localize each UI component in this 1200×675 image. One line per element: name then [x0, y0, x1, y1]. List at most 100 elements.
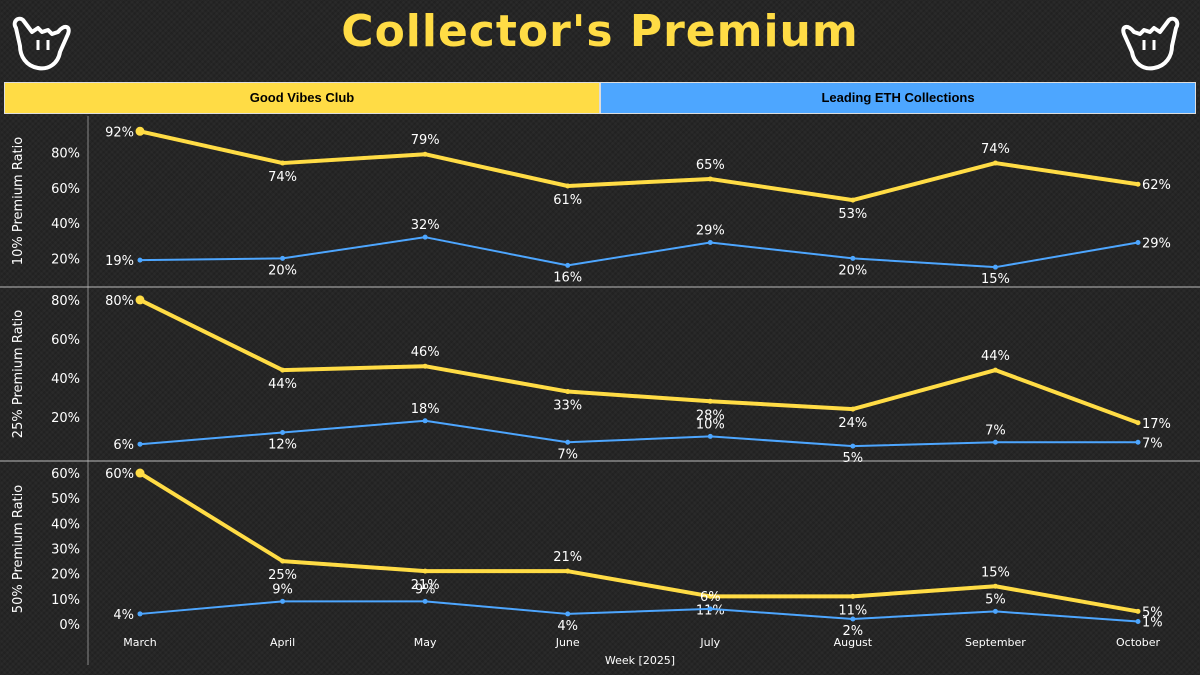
- data-label: 12%: [268, 438, 297, 453]
- data-point: [565, 611, 571, 617]
- data-point: [850, 406, 856, 412]
- data-point: [707, 176, 713, 182]
- data-point: [422, 234, 428, 240]
- data-label: 74%: [981, 142, 1010, 157]
- data-point: [992, 439, 998, 445]
- data-label: 44%: [268, 377, 297, 392]
- data-label: 20%: [268, 263, 297, 278]
- data-label: 15%: [981, 565, 1010, 580]
- data-point: [565, 262, 571, 268]
- y-tick-label: 80%: [51, 146, 80, 161]
- data-point: [422, 598, 428, 604]
- series-line-leading-eth: [139, 419, 1138, 448]
- data-point: [850, 616, 856, 622]
- y-axis-title: 10% Premium Ratio: [11, 137, 26, 265]
- y-tick-label: 40%: [51, 217, 80, 232]
- data-point: [1135, 420, 1141, 426]
- x-tick-label: April: [270, 636, 295, 649]
- y-tick-label: 80%: [51, 294, 80, 309]
- data-point: [422, 151, 428, 157]
- data-label: 5%: [985, 592, 1006, 607]
- x-tick-label: September: [965, 636, 1026, 649]
- data-label: 74%: [268, 170, 297, 185]
- data-label: 32%: [411, 218, 440, 233]
- data-point: [422, 568, 428, 574]
- data-point: [1135, 618, 1141, 624]
- series-line-good-vibes-club: [139, 129, 1139, 203]
- data-label: 2%: [843, 624, 864, 639]
- y-tick-label: 50%: [51, 492, 80, 507]
- data-label: 15%: [981, 272, 1010, 287]
- y-tick-label: 20%: [51, 568, 80, 583]
- x-tick-label: June: [555, 636, 580, 649]
- series-line-good-vibes-club: [138, 471, 1139, 614]
- data-point: [707, 433, 713, 439]
- data-point: [850, 197, 856, 203]
- data-point: [135, 126, 145, 136]
- shaka-hand-icon: [1121, 16, 1180, 71]
- data-point: [565, 183, 571, 189]
- data-point: [280, 598, 286, 604]
- data-label: 4%: [113, 608, 134, 623]
- data-label: 5%: [1142, 605, 1163, 620]
- data-point: [565, 568, 571, 574]
- series-line-leading-eth: [139, 600, 1139, 623]
- data-label: 9%: [272, 582, 293, 597]
- x-axis-title: Week [2025]: [605, 654, 675, 667]
- data-point: [850, 255, 856, 261]
- data-label: 25%: [268, 568, 297, 583]
- data-label: 65%: [696, 158, 725, 173]
- data-label: 61%: [553, 193, 582, 208]
- data-point: [1135, 239, 1141, 245]
- data-label: 28%: [696, 408, 725, 423]
- data-label: 44%: [981, 349, 1010, 364]
- legend-item-good-vibes-club[interactable]: Good Vibes Club: [4, 82, 600, 114]
- data-point: [280, 160, 286, 166]
- data-point: [850, 443, 856, 449]
- data-point: [280, 430, 286, 435]
- data-point: [280, 367, 286, 373]
- data-point: [280, 255, 286, 261]
- data-point: [137, 441, 143, 447]
- data-label: 53%: [838, 207, 867, 222]
- y-tick-label: 60%: [51, 182, 80, 197]
- data-label: 19%: [105, 254, 134, 269]
- x-tick-label: March: [123, 636, 157, 649]
- data-point: [1135, 181, 1141, 187]
- data-label: 33%: [553, 399, 582, 414]
- data-point: [565, 389, 571, 395]
- data-point: [422, 418, 428, 424]
- series-line-leading-eth: [139, 236, 1139, 269]
- data-label: 21%: [411, 578, 440, 593]
- data-label: 7%: [557, 447, 578, 462]
- data-label: 9%: [415, 582, 436, 597]
- y-tick-label: 20%: [51, 252, 80, 267]
- y-axis-title: 25% Premium Ratio: [11, 310, 26, 438]
- data-point: [137, 257, 143, 263]
- data-point: [422, 363, 428, 369]
- shaka-hand-icon: [12, 16, 71, 71]
- legend-item-leading-eth-collections[interactable]: Leading ETH Collections: [600, 82, 1196, 114]
- y-tick-label: 60%: [51, 467, 80, 482]
- header: Collector's Premium: [0, 0, 1200, 82]
- y-tick-label: 40%: [51, 372, 80, 387]
- data-label: 29%: [1142, 236, 1171, 251]
- data-label: 10%: [696, 417, 725, 432]
- data-point: [1135, 439, 1141, 445]
- x-tick-label: July: [699, 636, 720, 649]
- data-point: [992, 608, 998, 614]
- x-tick-label: May: [414, 636, 437, 649]
- data-label: 5%: [843, 451, 864, 466]
- data-label: 24%: [838, 416, 867, 431]
- data-label: 21%: [553, 550, 582, 565]
- data-point: [135, 295, 145, 305]
- data-label: 17%: [1142, 417, 1171, 432]
- data-point: [565, 439, 571, 445]
- data-point: [992, 583, 998, 589]
- data-label: 4%: [557, 619, 578, 634]
- data-label: 18%: [411, 402, 440, 417]
- data-label: 20%: [838, 263, 867, 278]
- data-label: 7%: [985, 423, 1006, 438]
- data-label: 29%: [696, 223, 725, 238]
